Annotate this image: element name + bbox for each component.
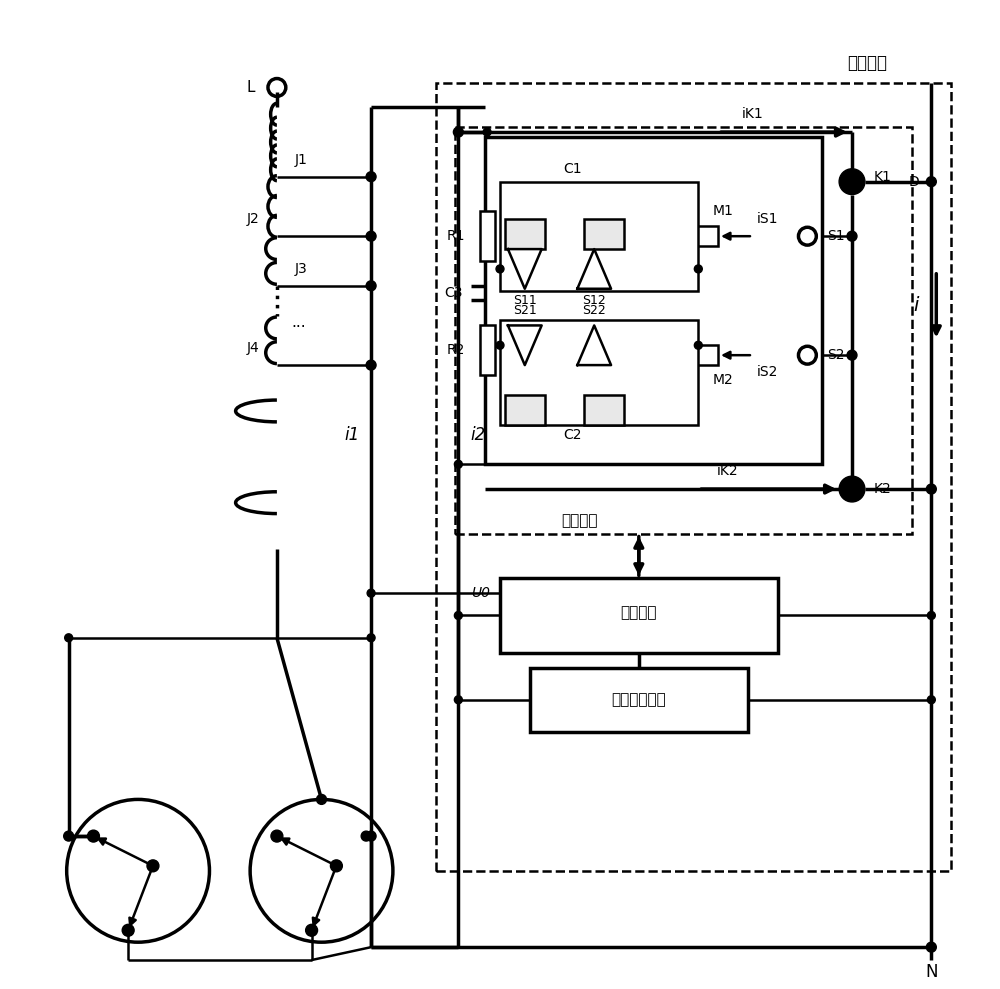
Text: S22: S22: [582, 304, 606, 317]
Circle shape: [496, 265, 504, 273]
Text: M1: M1: [713, 205, 734, 219]
Polygon shape: [577, 249, 611, 289]
Text: D: D: [909, 175, 919, 189]
Text: L: L: [247, 80, 255, 95]
Circle shape: [847, 177, 857, 187]
Text: i1: i1: [344, 425, 359, 443]
Bar: [500, 182, 698, 291]
Circle shape: [847, 231, 857, 241]
Text: J4: J4: [246, 341, 259, 355]
Circle shape: [926, 943, 936, 952]
Text: iK2: iK2: [717, 464, 739, 479]
Circle shape: [366, 831, 376, 841]
Text: M2: M2: [713, 373, 733, 387]
Circle shape: [367, 634, 375, 642]
Circle shape: [483, 129, 491, 136]
Text: 控制电源单元: 控制电源单元: [611, 692, 666, 707]
Circle shape: [361, 831, 371, 841]
Bar: [690, 226, 718, 246]
Text: K2: K2: [874, 482, 892, 496]
Circle shape: [330, 859, 342, 871]
Circle shape: [839, 169, 865, 195]
Text: K1: K1: [874, 170, 892, 184]
Text: iS1: iS1: [757, 213, 778, 226]
Text: S1: S1: [827, 229, 845, 243]
Text: S21: S21: [513, 304, 537, 317]
Circle shape: [366, 360, 376, 370]
Text: N: N: [925, 963, 938, 981]
Circle shape: [839, 476, 865, 502]
Circle shape: [307, 926, 317, 936]
Text: ...: ...: [291, 315, 306, 330]
Circle shape: [366, 172, 376, 182]
Bar: [505, 395, 545, 424]
Bar: [436, 82, 951, 870]
Polygon shape: [577, 325, 611, 365]
Bar: [584, 220, 624, 249]
Text: S11: S11: [513, 294, 537, 308]
Text: R1: R1: [447, 229, 465, 243]
Circle shape: [147, 859, 159, 871]
Circle shape: [64, 831, 74, 841]
Text: 功率回路: 功率回路: [561, 513, 598, 528]
Text: i2: i2: [470, 425, 486, 443]
Bar: [485, 137, 822, 464]
Circle shape: [454, 696, 462, 704]
Bar: [455, 128, 912, 534]
Circle shape: [367, 589, 375, 597]
Text: J1: J1: [295, 153, 308, 167]
Text: J3: J3: [295, 262, 307, 276]
Text: C1: C1: [563, 162, 582, 176]
Bar: [480, 212, 495, 261]
Circle shape: [927, 611, 935, 619]
Circle shape: [88, 830, 99, 842]
Text: C2: C2: [563, 427, 582, 441]
Bar: [530, 668, 748, 732]
Bar: [505, 220, 545, 249]
Bar: [500, 320, 698, 424]
Text: S12: S12: [582, 294, 606, 308]
Circle shape: [453, 128, 463, 137]
Text: iS2: iS2: [757, 365, 778, 379]
Bar: [480, 325, 495, 375]
Circle shape: [927, 696, 935, 704]
Text: J2: J2: [246, 213, 259, 226]
Circle shape: [847, 350, 857, 360]
Circle shape: [306, 925, 318, 937]
Text: i: i: [914, 296, 919, 315]
Circle shape: [694, 265, 702, 273]
Text: S2: S2: [827, 348, 845, 362]
Text: iK1: iK1: [742, 107, 764, 122]
Text: C3: C3: [444, 286, 462, 301]
Text: 控制回路: 控制回路: [621, 605, 657, 620]
Bar: [584, 395, 624, 424]
Circle shape: [123, 926, 133, 936]
Text: 切换开关: 切换开关: [847, 53, 887, 71]
Circle shape: [694, 341, 702, 349]
Circle shape: [454, 611, 462, 619]
Bar: [500, 579, 778, 653]
Polygon shape: [508, 325, 542, 365]
Polygon shape: [508, 249, 542, 289]
Text: U0: U0: [471, 586, 490, 600]
Circle shape: [926, 177, 936, 187]
Circle shape: [317, 794, 326, 804]
Circle shape: [454, 460, 462, 468]
Circle shape: [366, 231, 376, 241]
Circle shape: [366, 281, 376, 291]
Text: R2: R2: [447, 343, 465, 357]
Circle shape: [271, 830, 283, 842]
Bar: [690, 345, 718, 365]
Circle shape: [122, 925, 134, 937]
Circle shape: [65, 634, 73, 642]
Circle shape: [496, 341, 504, 349]
Circle shape: [926, 484, 936, 494]
